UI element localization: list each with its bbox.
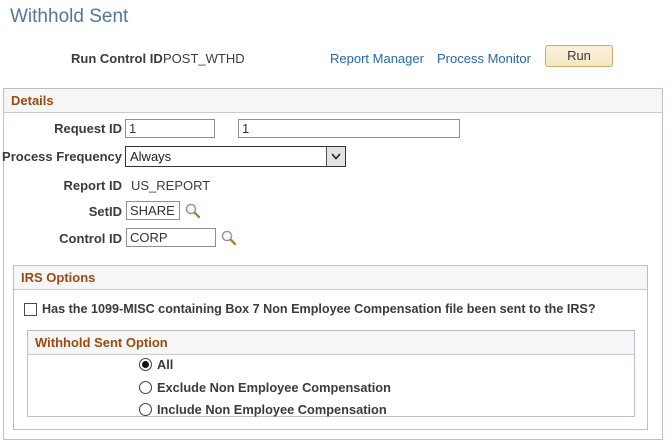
process-frequency-select[interactable]: Always [125,146,346,167]
withhold-sent-option-groupbox-title: Withhold Sent Option [28,331,634,355]
process-monitor-link[interactable]: Process Monitor [437,51,531,66]
control-id-label: Control ID [59,231,122,246]
report-id-label: Report ID [63,178,123,193]
details-groupbox-title: Details [4,89,662,113]
process-frequency-value: Always [130,149,172,164]
irs-options-groupbox-title: IRS Options [14,266,647,290]
page-title: Withhold Sent [10,6,129,27]
radio-include-nec[interactable] [139,403,152,416]
setid-label: SetID [88,204,122,219]
setid-lookup-magnifier-icon[interactable] [184,202,201,219]
request-id-input-2[interactable] [238,119,460,138]
irs-sent-checkbox-label: Has the 1099-MISC containing Box 7 Non E… [42,302,596,316]
control-id-input[interactable] [126,228,216,247]
radio-all-label: All [157,357,174,372]
report-id-value: US_REPORT [131,178,211,193]
radio-exclude-nec[interactable] [139,381,152,394]
request-id-input-1[interactable] [125,119,215,138]
process-frequency-label: Process Frequency [2,149,122,164]
run-button[interactable]: Run [545,45,613,67]
chevron-down-icon[interactable] [326,147,345,166]
run-control-id-label: Run Control ID [71,51,163,66]
setid-input[interactable] [126,201,180,220]
irs-sent-checkbox[interactable] [24,303,37,316]
irs-sent-checkbox-row: Has the 1099-MISC containing Box 7 Non E… [24,302,596,316]
control-id-lookup-magnifier-icon[interactable] [220,229,237,246]
radio-exclude-nec-label: Exclude Non Employee Compensation [157,380,391,395]
radio-row-exclude: Exclude Non Employee Compensation [139,380,391,395]
report-manager-link[interactable]: Report Manager [330,51,424,66]
radio-row-all: All [139,357,173,372]
radio-include-nec-label: Include Non Employee Compensation [157,402,387,417]
radio-row-include: Include Non Employee Compensation [139,402,387,417]
request-id-label: Request ID [54,121,122,136]
radio-all[interactable] [139,358,152,371]
withhold-sent-option-groupbox: Withhold Sent Option [27,330,635,417]
run-control-id-value: POST_WTHD [163,51,245,66]
